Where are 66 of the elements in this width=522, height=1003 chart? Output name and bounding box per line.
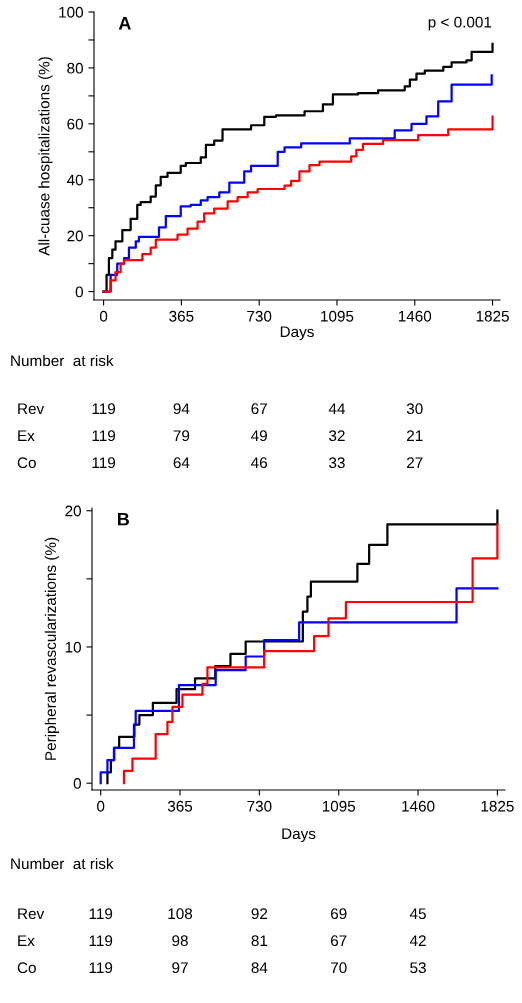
x-tick-label: 0 <box>99 310 108 322</box>
x-tick-label: 365 <box>169 310 194 322</box>
text: 33 <box>329 457 345 469</box>
text: 27 <box>407 457 423 468</box>
text: 67 <box>251 403 267 415</box>
text: 92 <box>251 908 268 920</box>
text: Co <box>17 962 36 974</box>
text: 32 <box>329 430 345 442</box>
text: 119 <box>89 962 113 974</box>
text: 81 <box>251 935 268 947</box>
y-tick-label: 10 <box>65 641 81 653</box>
text: 64 <box>173 457 190 469</box>
text: Ex <box>18 430 35 441</box>
y-tick-label: 100 <box>59 6 83 18</box>
text: Rev <box>18 403 45 415</box>
text: 119 <box>92 457 116 469</box>
text: Number at risk <box>11 857 114 870</box>
text: 49 <box>251 430 267 442</box>
text: Ex <box>18 935 35 946</box>
text: 119 <box>89 935 113 947</box>
x-tick-label: 1095 <box>322 800 356 812</box>
text: 97 <box>172 962 188 974</box>
y-tick-label: 20 <box>67 230 83 242</box>
x-tick-label: 1095 <box>321 310 354 322</box>
text: 119 <box>92 430 116 442</box>
text: 21 <box>407 430 423 441</box>
x-tick-label: 0 <box>97 800 105 812</box>
text: 42 <box>409 935 426 946</box>
text: 69 <box>330 908 347 920</box>
text: 44 <box>328 403 346 414</box>
x-tick-label: 1825 <box>476 310 509 322</box>
y-tick-label: 0 <box>75 286 83 298</box>
x-tick-label: 1825 <box>481 800 514 812</box>
text: 94 <box>173 403 190 415</box>
x-tick-label: 1460 <box>398 310 432 322</box>
x-axis-title: Days <box>282 828 316 843</box>
x-axis-title: Days <box>280 326 314 341</box>
text: 108 <box>168 908 193 920</box>
annotation: p < 0.001 <box>428 16 492 31</box>
y-tick-label: 60 <box>67 118 83 130</box>
chart-title: A <box>118 16 131 30</box>
y-axis-title: All-cuase hospitalizations (%) <box>38 57 53 256</box>
text: 98 <box>172 935 188 947</box>
x-tick-label: 730 <box>247 310 272 322</box>
text: 79 <box>173 430 190 442</box>
text: 46 <box>251 457 267 469</box>
text: 53 <box>410 962 426 974</box>
text: 119 <box>89 908 113 920</box>
y-axis-title: Peripheral revascularizations (%) <box>44 537 60 760</box>
text: 67 <box>330 935 347 947</box>
chart-title: B <box>117 512 129 526</box>
text: Co <box>17 457 36 469</box>
text: Number at risk <box>11 354 114 367</box>
text: 119 <box>92 403 116 415</box>
text: Rev <box>18 908 45 920</box>
y-tick-label: 80 <box>67 62 83 74</box>
y-tick-label: 20 <box>65 505 81 517</box>
x-tick-label: 730 <box>247 800 272 812</box>
text: 70 <box>331 962 347 974</box>
y-tick-label: 0 <box>73 778 81 789</box>
text: 45 <box>409 908 426 920</box>
x-tick-label: 1460 <box>402 800 435 812</box>
y-tick-label: 40 <box>66 174 83 186</box>
text: 30 <box>406 403 423 415</box>
text: 84 <box>251 962 268 974</box>
x-tick-label: 365 <box>167 800 193 812</box>
